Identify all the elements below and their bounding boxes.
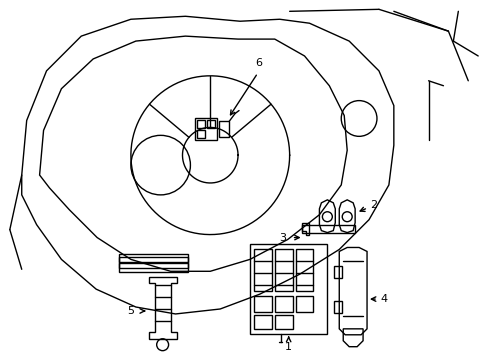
Bar: [295, 296, 313, 312]
Text: 2: 2: [370, 200, 377, 210]
Bar: [295, 249, 313, 291]
Bar: [119, 257, 188, 262]
Bar: [197, 130, 205, 138]
Bar: [197, 121, 205, 129]
Bar: [195, 118, 217, 140]
Bar: [334, 266, 342, 278]
Bar: [253, 296, 271, 312]
Bar: [253, 249, 271, 291]
Text: 5: 5: [127, 306, 134, 316]
Bar: [219, 121, 229, 137]
Bar: [119, 264, 188, 268]
Text: 4: 4: [380, 294, 386, 304]
Bar: [274, 315, 292, 329]
Bar: [253, 315, 271, 329]
Text: 3: 3: [279, 233, 285, 243]
Bar: [274, 249, 292, 291]
Bar: [207, 121, 215, 129]
Text: 6: 6: [255, 58, 262, 68]
Bar: [249, 244, 326, 334]
Bar: [274, 296, 292, 312]
Bar: [334, 301, 342, 313]
Bar: [119, 255, 188, 272]
Text: 1: 1: [285, 342, 291, 352]
